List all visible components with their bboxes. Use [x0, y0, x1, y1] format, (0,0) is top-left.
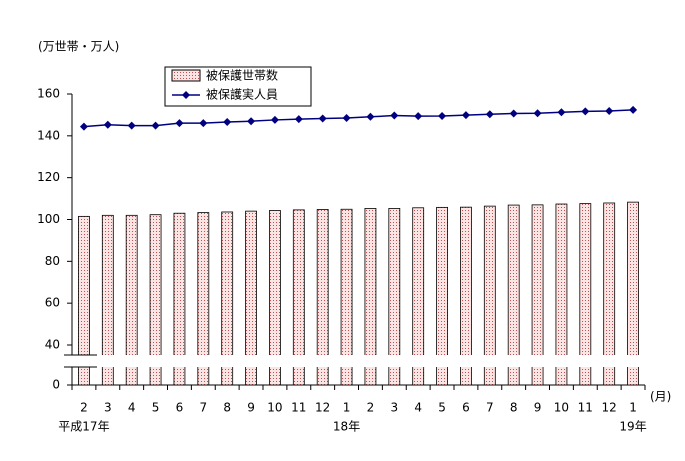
marker: [247, 117, 256, 126]
bar: [125, 214, 138, 386]
bar: [101, 214, 114, 386]
bar: [364, 208, 377, 386]
x-tick-label: 8: [510, 401, 518, 415]
y-tick-label: 140: [37, 128, 60, 142]
y-tick-label: 0: [52, 378, 60, 392]
bar: [197, 212, 210, 386]
marker: [175, 119, 184, 128]
bar: [627, 201, 639, 386]
bar: [483, 205, 496, 386]
x-tick-label: 6: [176, 401, 184, 415]
year-label: 平成17年: [58, 420, 109, 434]
bar: [460, 206, 472, 386]
bar: [603, 202, 616, 386]
bar: [436, 206, 448, 386]
x-tick-label: 11: [578, 401, 593, 415]
year-label: 19年: [619, 420, 646, 434]
x-tick-label: 3: [390, 401, 398, 415]
marker: [390, 111, 399, 120]
bar: [245, 210, 257, 386]
bar: [507, 204, 520, 386]
legend-marker: [182, 91, 190, 99]
marker: [509, 109, 518, 118]
bar: [340, 208, 353, 386]
marker: [151, 121, 160, 130]
x-unit: (月): [650, 390, 671, 404]
x-tick-label: 5: [438, 401, 446, 415]
x-tick-label: 1: [629, 401, 637, 415]
x-tick-label: 7: [486, 401, 494, 415]
x-tick-label: 9: [534, 401, 542, 415]
x-tick-label: 6: [462, 401, 470, 415]
legend-label: 被保護世帯数: [206, 68, 278, 83]
bar: [292, 209, 305, 386]
x-tick-label: 2: [80, 401, 88, 415]
marker: [414, 112, 423, 121]
bar: [316, 209, 329, 386]
bar: [149, 214, 162, 386]
marker: [605, 106, 614, 115]
bar: [78, 215, 90, 386]
bar: [388, 208, 401, 386]
marker: [438, 111, 447, 120]
year-label: 18年: [333, 420, 360, 434]
marker: [270, 115, 279, 124]
legend-label: 被保護実人員: [206, 87, 278, 102]
x-tick-label: 12: [315, 401, 330, 415]
y-tick-label: 40: [45, 338, 60, 352]
marker: [342, 114, 351, 123]
x-tick-label: 5: [152, 401, 160, 415]
marker: [581, 107, 590, 116]
bar: [412, 207, 425, 386]
marker: [318, 114, 327, 123]
x-tick-label: 4: [414, 401, 422, 415]
y-tick-label: 160: [37, 87, 60, 101]
marker: [103, 120, 112, 129]
x-tick-label: 4: [128, 401, 136, 415]
legend-swatch: [171, 69, 201, 82]
axis-break: [62, 355, 645, 367]
bar: [531, 204, 544, 386]
bar: [269, 210, 281, 386]
bar: [579, 203, 592, 386]
marker: [79, 122, 88, 131]
y-tick-label: 120: [37, 170, 60, 184]
x-tick-label: 10: [267, 401, 282, 415]
x-tick-label: 10: [554, 401, 569, 415]
bar: [173, 212, 186, 386]
line: [83, 109, 634, 128]
marker: [629, 105, 638, 114]
marker: [199, 119, 208, 128]
bar: [221, 211, 234, 386]
marker: [366, 112, 375, 121]
x-tick-label: 11: [291, 401, 306, 415]
y-tick-label: 60: [45, 296, 60, 310]
unit-label: (万世帯・万人): [38, 40, 119, 54]
x-tick-label: 1: [343, 401, 351, 415]
marker: [127, 121, 136, 130]
marker: [533, 109, 542, 118]
x-tick-label: 3: [104, 401, 112, 415]
x-tick-label: 7: [199, 401, 207, 415]
marker: [557, 108, 566, 117]
y-tick-label: 100: [37, 212, 60, 226]
x-tick-label: 9: [247, 401, 255, 415]
bar: [555, 203, 568, 386]
marker: [461, 111, 470, 120]
marker: [294, 115, 303, 124]
marker: [223, 118, 232, 127]
x-tick-label: 2: [367, 401, 375, 415]
y-tick-label: 80: [45, 254, 60, 268]
x-tick-label: 8: [223, 401, 231, 415]
x-tick-label: 12: [602, 401, 617, 415]
marker: [485, 110, 494, 119]
